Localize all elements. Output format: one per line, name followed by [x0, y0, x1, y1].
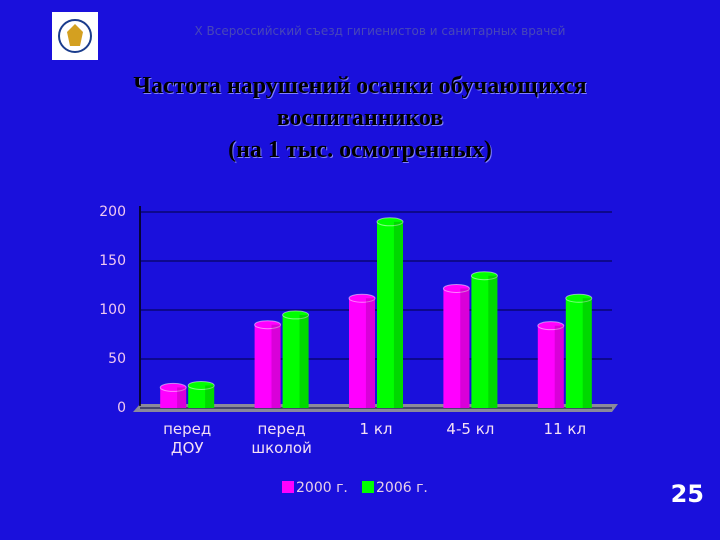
legend-label: 2006 г.: [376, 480, 428, 496]
bar-shade: [554, 325, 564, 408]
bar-shade: [365, 298, 375, 408]
legend-entry: 2006 г.: [362, 480, 428, 496]
bar: [254, 324, 281, 408]
bar: [377, 221, 403, 408]
bar: [565, 298, 592, 408]
bar-top: [159, 382, 187, 392]
bar-top: [376, 217, 404, 227]
x-tick-label: 11 кл: [543, 420, 587, 438]
bar-top: [442, 283, 470, 293]
legend-entry: 2000 г.: [282, 480, 348, 496]
legend-label: 2000 г.: [296, 480, 348, 496]
bar-top: [187, 380, 215, 390]
bar: [471, 275, 498, 408]
bar-shade: [393, 221, 403, 408]
bar: [282, 314, 309, 408]
bar-top: [470, 271, 498, 281]
bar-shade: [205, 385, 215, 408]
x-tick-label: перед школой: [251, 420, 312, 457]
page-number: 25: [670, 480, 704, 508]
bar: [160, 387, 187, 408]
chart-title: Частота нарушений осанки обучающихся вос…: [133, 73, 587, 163]
bar-top: [537, 321, 565, 331]
y-tick-label: 0: [117, 400, 126, 416]
y-tick-label: 100: [99, 302, 126, 318]
x-tick-label: 4-5 кл: [446, 420, 495, 438]
bar-shade: [271, 324, 281, 408]
logo-emblem: [67, 24, 83, 46]
bar: [537, 325, 564, 408]
bar-shade: [460, 288, 470, 408]
logo-ring: [58, 19, 92, 53]
bar-shade: [488, 275, 498, 408]
bar-shade: [177, 387, 187, 408]
logo: [52, 12, 98, 60]
legend-swatch: [282, 481, 294, 493]
header: X Всероссийский съезд гигиенистов и сани…: [194, 24, 566, 38]
x-tick-label: перед ДОУ: [163, 420, 212, 457]
bar-shade: [582, 298, 592, 408]
bar: [349, 298, 375, 408]
x-tick-label: 1 кл: [359, 420, 393, 438]
legend-swatch: [362, 481, 374, 493]
bar: [188, 385, 215, 408]
y-tick-label: 150: [99, 253, 126, 269]
bar-shade: [299, 314, 309, 408]
bar-top: [348, 293, 376, 303]
bar-top: [565, 293, 593, 303]
y-tick-label: 50: [108, 351, 126, 367]
bar-top: [254, 320, 282, 330]
bar-top: [282, 310, 310, 320]
y-tick-label: 200: [99, 204, 126, 220]
bar: [443, 288, 470, 408]
